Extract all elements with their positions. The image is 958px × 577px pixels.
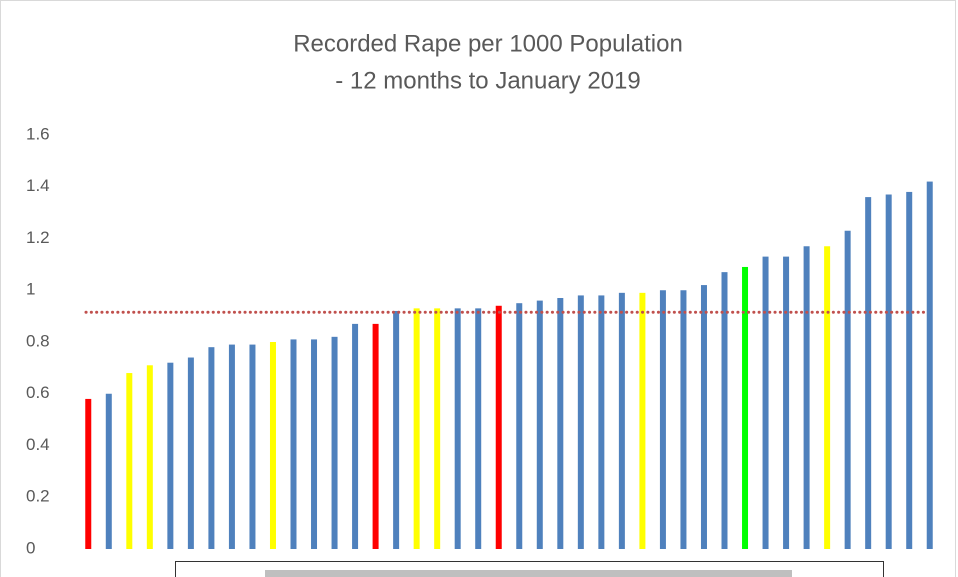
bar	[824, 246, 831, 549]
y-tick-label: 0	[26, 538, 35, 557]
y-tick-label: 0.8	[26, 331, 50, 350]
chart-subtitle: - 12 months to January 2019	[335, 67, 641, 94]
bar	[762, 256, 769, 549]
bar	[331, 336, 338, 549]
bar	[659, 290, 666, 549]
bar	[639, 292, 646, 549]
chart-title: Recorded Rape per 1000 Population	[293, 30, 683, 57]
bar	[926, 181, 933, 549]
bar	[434, 308, 441, 549]
y-tick-label: 1.6	[26, 124, 50, 143]
bar	[249, 344, 256, 549]
bar	[105, 393, 112, 549]
bar	[475, 308, 482, 549]
bar	[680, 290, 687, 549]
y-tick-label: 1	[26, 280, 35, 299]
bar	[146, 365, 153, 549]
bar	[803, 246, 810, 549]
bar	[516, 303, 523, 549]
bar	[311, 339, 318, 549]
bar	[742, 266, 749, 549]
bar	[228, 344, 235, 549]
bar	[577, 295, 584, 549]
bar	[721, 272, 728, 549]
bar	[557, 298, 564, 549]
bar	[618, 292, 625, 549]
bar	[208, 347, 215, 549]
bar	[269, 342, 276, 549]
bar	[454, 308, 461, 549]
bar	[536, 300, 543, 549]
bar	[865, 197, 872, 549]
bar	[413, 308, 420, 549]
bar	[495, 305, 502, 549]
y-tick-label: 0.6	[26, 383, 50, 402]
bar	[906, 191, 913, 550]
y-tick-label: 0.2	[26, 487, 50, 506]
bar	[783, 256, 790, 549]
y-tick-label: 0.4	[26, 435, 50, 454]
bar	[352, 323, 359, 549]
bar	[85, 398, 92, 549]
y-tick-label: 1.2	[26, 228, 50, 247]
bar	[844, 230, 851, 550]
bar	[187, 357, 194, 549]
legend-scrollbar	[265, 570, 792, 577]
bar	[885, 194, 892, 549]
bar	[167, 362, 174, 549]
bar	[393, 310, 400, 549]
bar	[290, 339, 297, 549]
bar	[372, 323, 379, 549]
bar	[598, 295, 605, 549]
bar	[700, 285, 707, 549]
y-tick-label: 1.4	[26, 176, 50, 195]
bar	[126, 373, 133, 549]
